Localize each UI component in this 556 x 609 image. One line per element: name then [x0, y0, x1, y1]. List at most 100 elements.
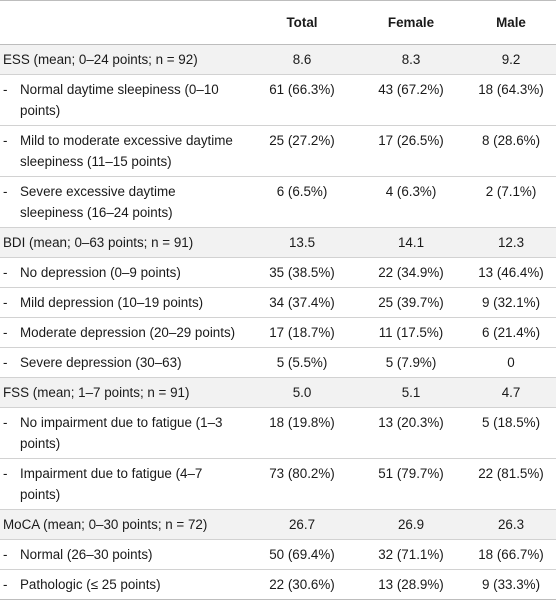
cell-female: 26.9 [356, 509, 466, 540]
table-row: - Impairment due to fatigue (4–7 points) 7… [0, 458, 556, 510]
row-label: - Normal (26–30 points) [0, 539, 248, 570]
row-label-text: Moderate depression (20–29 points) [20, 325, 236, 340]
cell-female: 5.1 [356, 377, 466, 408]
row-label-text: Severe excessive daytime sleepiness (16–… [20, 184, 176, 220]
table-row: - Normal (26–30 points) 50 (69.4%) 32 (71.1… [0, 539, 556, 570]
table-row: - No depression (0–9 points) 35 (38.5%) 22 … [0, 257, 556, 288]
cell-male: 8 (28.6%) [466, 125, 556, 177]
cell-male: 13 (46.4%) [466, 257, 556, 288]
section-row: FSS (mean; 1–7 points; n = 91) 5.0 5.1 4.7 [0, 377, 556, 408]
section-row: ESS (mean; 0–24 points; n = 92) 8.6 8.3 9.2 [0, 44, 556, 75]
row-label-text: Mild to moderate excessive daytime sleep… [20, 133, 233, 169]
table-row: - Normal daytime sleepiness (0–10 points)… [0, 74, 556, 126]
row-label: - No impairment due to fatigue (1–3 point… [0, 407, 248, 459]
table-row: - Severe depression (30–63) 5 (5.5%) 5 (7.9… [0, 347, 556, 378]
cell-female: 8.3 [356, 44, 466, 75]
row-label-text: Impairment due to fatigue (4–7 points) [20, 466, 203, 502]
cell-total: 35 (38.5%) [248, 257, 356, 288]
cell-male: 26.3 [466, 509, 556, 540]
sub-item-marker: - [3, 133, 8, 148]
row-label-text: No impairment due to fatigue (1–3 points… [20, 415, 223, 451]
cell-total: 61 (66.3%) [248, 74, 356, 126]
sub-item-marker: - [3, 466, 8, 481]
cell-male: 22 (81.5%) [466, 458, 556, 510]
row-label: - Severe depression (30–63) [0, 347, 248, 378]
sub-item-marker: - [3, 577, 8, 592]
cell-male: 12.3 [466, 227, 556, 258]
row-label: - Mild depression (10–19 points) [0, 287, 248, 318]
row-label-text: No depression (0–9 points) [20, 265, 181, 280]
cell-total: 22 (30.6%) [248, 569, 356, 600]
cell-total: 6 (6.5%) [248, 176, 356, 228]
cell-female: 13 (20.3%) [356, 407, 466, 459]
cell-female: 43 (67.2%) [356, 74, 466, 126]
cell-total: 5 (5.5%) [248, 347, 356, 378]
sub-item-marker: - [3, 325, 8, 340]
column-header-female: Female [356, 0, 466, 45]
row-label-text: ESS (mean; 0–24 points; n = 92) [3, 52, 198, 67]
cell-female: 13 (28.9%) [356, 569, 466, 600]
table-row: - No impairment due to fatigue (1–3 point… [0, 407, 556, 459]
row-label: - Moderate depression (20–29 points) [0, 317, 248, 348]
column-header-male: Male [466, 0, 556, 45]
cell-total: 17 (18.7%) [248, 317, 356, 348]
row-label: MoCA (mean; 0–30 points; n = 72) [0, 509, 248, 540]
table-row: - Mild depression (10–19 points) 34 (37.4%… [0, 287, 556, 318]
row-label: - Severe excessive daytime sleepiness (16… [0, 176, 248, 228]
cell-total: 25 (27.2%) [248, 125, 356, 177]
row-label-text: FSS (mean; 1–7 points; n = 91) [3, 385, 190, 400]
row-label: - Pathologic (≤ 25 points) [0, 569, 248, 600]
cell-total: 5.0 [248, 377, 356, 408]
cell-total: 26.7 [248, 509, 356, 540]
table-row: - Pathologic (≤ 25 points) 22 (30.6%) 13 (2… [0, 569, 556, 600]
table-row: - Severe excessive daytime sleepiness (16… [0, 176, 556, 228]
cell-male: 2 (7.1%) [466, 176, 556, 228]
cell-female: 5 (7.9%) [356, 347, 466, 378]
row-label-text: BDI (mean; 0–63 points; n = 91) [3, 235, 194, 250]
row-label: - No depression (0–9 points) [0, 257, 248, 288]
cell-male: 18 (64.3%) [466, 74, 556, 126]
table-row: - Mild to moderate excessive daytime slee… [0, 125, 556, 177]
cell-total: 50 (69.4%) [248, 539, 356, 570]
sub-item-marker: - [3, 265, 8, 280]
cell-male: 5 (18.5%) [466, 407, 556, 459]
column-header-empty [0, 0, 248, 45]
cell-total: 13.5 [248, 227, 356, 258]
row-label-text: Pathologic (≤ 25 points) [20, 577, 161, 592]
cell-male: 9.2 [466, 44, 556, 75]
cell-female: 51 (79.7%) [356, 458, 466, 510]
cell-male: 6 (21.4%) [466, 317, 556, 348]
row-label-text: Normal daytime sleepiness (0–10 points) [20, 82, 219, 118]
cell-total: 34 (37.4%) [248, 287, 356, 318]
sub-item-marker: - [3, 295, 8, 310]
sub-item-marker: - [3, 82, 8, 97]
row-label: - Mild to moderate excessive daytime slee… [0, 125, 248, 177]
cell-female: 25 (39.7%) [356, 287, 466, 318]
cell-female: 17 (26.5%) [356, 125, 466, 177]
row-label: FSS (mean; 1–7 points; n = 91) [0, 377, 248, 408]
column-header-total: Total [248, 0, 356, 45]
row-label-text: Severe depression (30–63) [20, 355, 182, 370]
cell-total: 18 (19.8%) [248, 407, 356, 459]
cell-total: 73 (80.2%) [248, 458, 356, 510]
row-label-text: MoCA (mean; 0–30 points; n = 72) [3, 517, 208, 532]
cell-male: 0 [466, 347, 556, 378]
cell-male: 4.7 [466, 377, 556, 408]
cell-female: 32 (71.1%) [356, 539, 466, 570]
cell-total: 8.6 [248, 44, 356, 75]
row-label: ESS (mean; 0–24 points; n = 92) [0, 44, 248, 75]
sub-item-marker: - [3, 547, 8, 562]
cell-female: 4 (6.3%) [356, 176, 466, 228]
row-label-text: Normal (26–30 points) [20, 547, 153, 562]
cell-female: 14.1 [356, 227, 466, 258]
section-row: BDI (mean; 0–63 points; n = 91) 13.5 14.1 1… [0, 227, 556, 258]
table-row: - Moderate depression (20–29 points) 17 (1… [0, 317, 556, 348]
cell-female: 11 (17.5%) [356, 317, 466, 348]
row-label: - Normal daytime sleepiness (0–10 points) [0, 74, 248, 126]
cell-male: 9 (32.1%) [466, 287, 556, 318]
sub-item-marker: - [3, 355, 8, 370]
cell-male: 18 (66.7%) [466, 539, 556, 570]
row-label: - Impairment due to fatigue (4–7 points) [0, 458, 248, 510]
cell-male: 9 (33.3%) [466, 569, 556, 600]
